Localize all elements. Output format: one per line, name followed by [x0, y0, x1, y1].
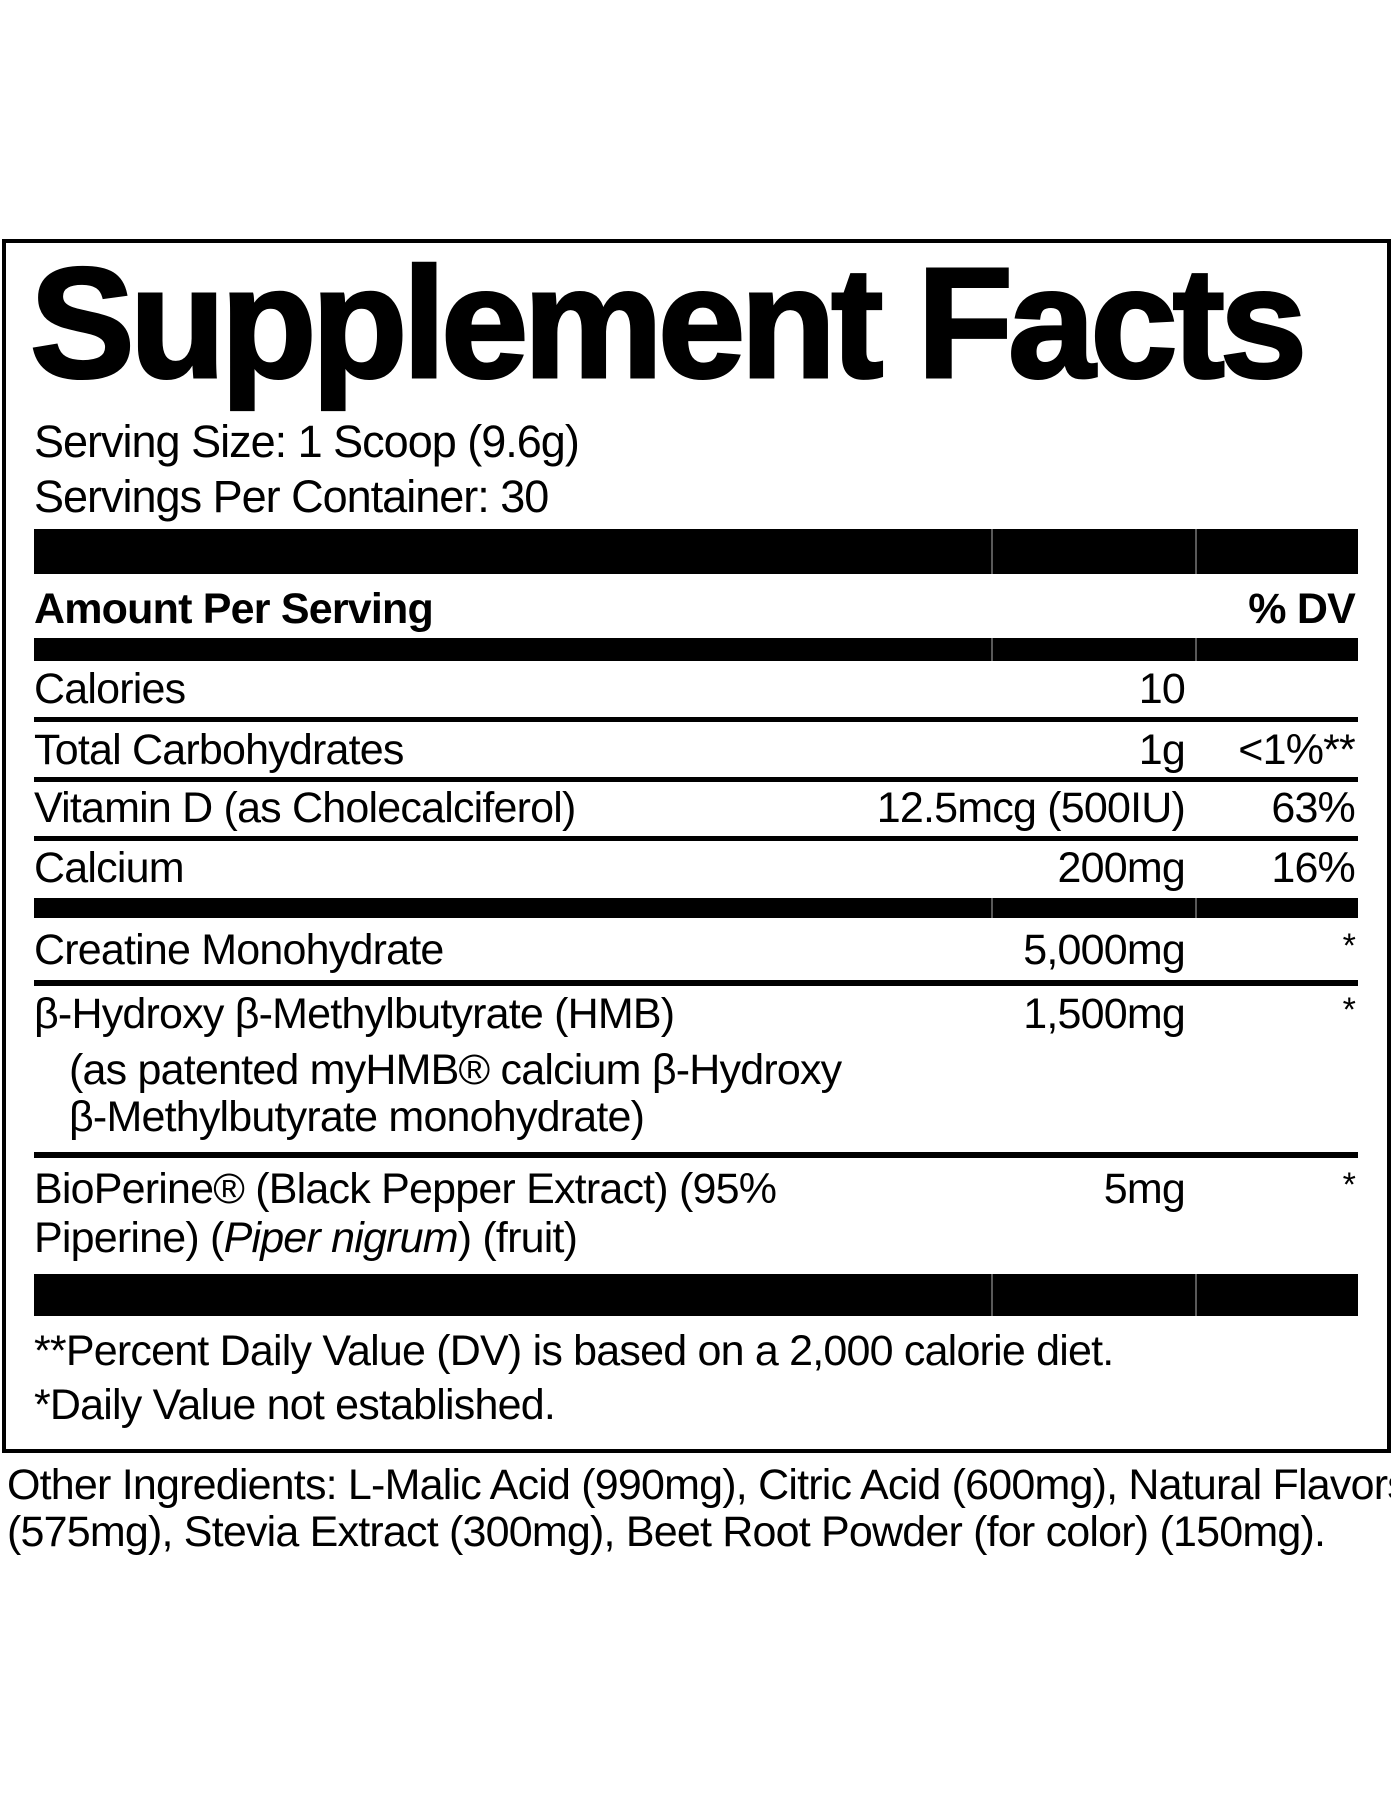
- row-text: Piperine) (: [34, 1214, 224, 1262]
- row-subtext: β-Methylbutyrate monohydrate): [69, 1093, 645, 1141]
- row-name-line2: Piperine) (Piper nigrum) (fruit): [34, 1214, 578, 1262]
- row-dv: *: [1342, 927, 1356, 965]
- divider-bar: [34, 638, 1358, 661]
- supplement-facts-panel: [2, 239, 1391, 1453]
- row-dv: 16%: [1271, 844, 1355, 892]
- row-amount: 1g: [1138, 726, 1186, 774]
- divider-bar: [34, 529, 1358, 574]
- row-name: β-Hydroxy β-Methylbutyrate (HMB): [34, 990, 675, 1038]
- row-dv: *: [1342, 1166, 1356, 1204]
- divider-bar: [34, 898, 1358, 918]
- row-name: Calcium: [34, 844, 185, 892]
- serving-size: Serving Size: 1 Scoop (9.6g): [34, 416, 580, 467]
- row-divider: [34, 717, 1358, 722]
- amount-per-serving-header: Amount Per Serving: [34, 585, 434, 633]
- row-divider: [34, 777, 1358, 782]
- other-ingredients: (575mg), Stevia Extract (300mg), Beet Ro…: [7, 1508, 1326, 1556]
- row-amount: 12.5mcg (500IU): [876, 784, 1186, 832]
- row-dv: 63%: [1271, 784, 1355, 832]
- row-name: BioPerine® (Black Pepper Extract) (95%: [34, 1165, 777, 1213]
- row-name: Total Carbohydrates: [34, 726, 404, 774]
- row-divider: [34, 1152, 1358, 1158]
- row-dv: <1%**: [1238, 726, 1356, 774]
- row-amount: 1,500mg: [1023, 990, 1186, 1038]
- footnote-not-established: *Daily Value not established.: [34, 1381, 556, 1429]
- row-dv: *: [1342, 991, 1356, 1029]
- servings-per-container: Servings Per Container: 30: [34, 471, 549, 522]
- row-subtext: (as patented myHMB® calcium β-Hydroxy: [69, 1046, 842, 1094]
- row-name: Vitamin D (as Cholecalciferol): [34, 784, 576, 832]
- dv-header: % DV: [1248, 585, 1356, 633]
- row-name: Creatine Monohydrate: [34, 926, 444, 974]
- row-name: Calories: [34, 665, 186, 713]
- row-amount: 5,000mg: [1023, 926, 1186, 974]
- row-amount: 200mg: [1057, 844, 1186, 892]
- row-divider: [34, 980, 1358, 986]
- other-ingredients: Other Ingredients: L-Malic Acid (990mg),…: [7, 1461, 1391, 1509]
- row-text: ) (fruit): [457, 1214, 578, 1262]
- panel-title: Supplement Facts: [28, 236, 1308, 411]
- footnote-dv: **Percent Daily Value (DV) is based on a…: [34, 1327, 1114, 1375]
- row-amount: 10: [1138, 665, 1186, 713]
- latin-name: Piper nigrum: [223, 1214, 459, 1262]
- row-divider: [34, 836, 1358, 841]
- divider-bar: [34, 1274, 1358, 1316]
- row-amount: 5mg: [1103, 1165, 1186, 1213]
